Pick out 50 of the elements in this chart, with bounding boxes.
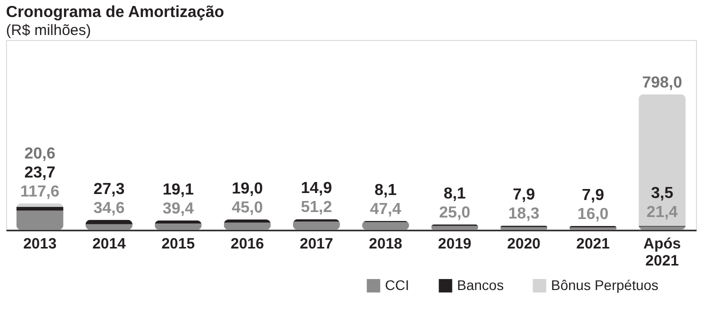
data-label: 18,3 — [508, 206, 540, 223]
bar — [638, 226, 686, 230]
chart-subtitle: (R$ milhões) — [6, 22, 92, 39]
x-tick-label: 2018 — [368, 236, 402, 252]
legend-label: Bônus Perpétuos — [551, 276, 658, 293]
data-label: 8,1 — [374, 182, 397, 199]
data-label: 45,0 — [232, 199, 263, 216]
bar — [154, 224, 202, 230]
bar — [16, 206, 64, 211]
x-tick-label: 2014 — [92, 236, 126, 252]
data-label: 19,1 — [162, 181, 194, 198]
bar — [638, 94, 686, 226]
x-tick-label: 2013 — [23, 236, 57, 252]
data-label: 798,0 — [642, 74, 682, 92]
data-label: 7,9 — [512, 186, 536, 204]
bar — [569, 227, 616, 230]
bar — [362, 222, 410, 230]
bar — [431, 226, 478, 230]
x-tick-label: 2017 — [300, 236, 334, 252]
data-label: 27,3 — [93, 180, 125, 198]
bar — [224, 222, 271, 230]
x-tick-label: Após 2021 — [643, 236, 681, 270]
data-label: 8,1 — [444, 186, 466, 203]
data-label: 14,9 — [300, 180, 332, 198]
bar — [86, 224, 133, 230]
data-label: 51,2 — [300, 199, 332, 216]
data-label: 3,5 — [650, 185, 674, 202]
data-label: 20,6 — [24, 145, 56, 162]
bar — [292, 222, 340, 230]
data-label: 34,6 — [93, 200, 125, 217]
bar — [500, 226, 548, 230]
chart-title: Cronograma de Amortização — [6, 4, 224, 21]
data-label: 39,4 — [162, 200, 194, 218]
x-tick-label: 2019 — [438, 236, 472, 252]
bar — [16, 210, 64, 230]
legend-label: CCI — [385, 276, 410, 293]
data-label: 19,0 — [232, 180, 263, 198]
data-label: 21,4 — [646, 204, 678, 221]
data-label: 16,0 — [577, 206, 609, 224]
legend-label: Bancos — [457, 276, 504, 293]
data-label: 25,0 — [439, 204, 470, 222]
data-label: 23,7 — [24, 164, 56, 182]
x-tick-label: 2016 — [230, 236, 264, 252]
x-tick-label: 2020 — [507, 236, 541, 252]
data-label: 117,6 — [20, 183, 60, 200]
x-tick-label: 2015 — [161, 236, 195, 252]
bar — [86, 220, 133, 224]
data-label: 7,9 — [582, 187, 604, 204]
data-label: 47,4 — [370, 200, 402, 218]
x-tick-label: 2021 — [576, 236, 610, 252]
